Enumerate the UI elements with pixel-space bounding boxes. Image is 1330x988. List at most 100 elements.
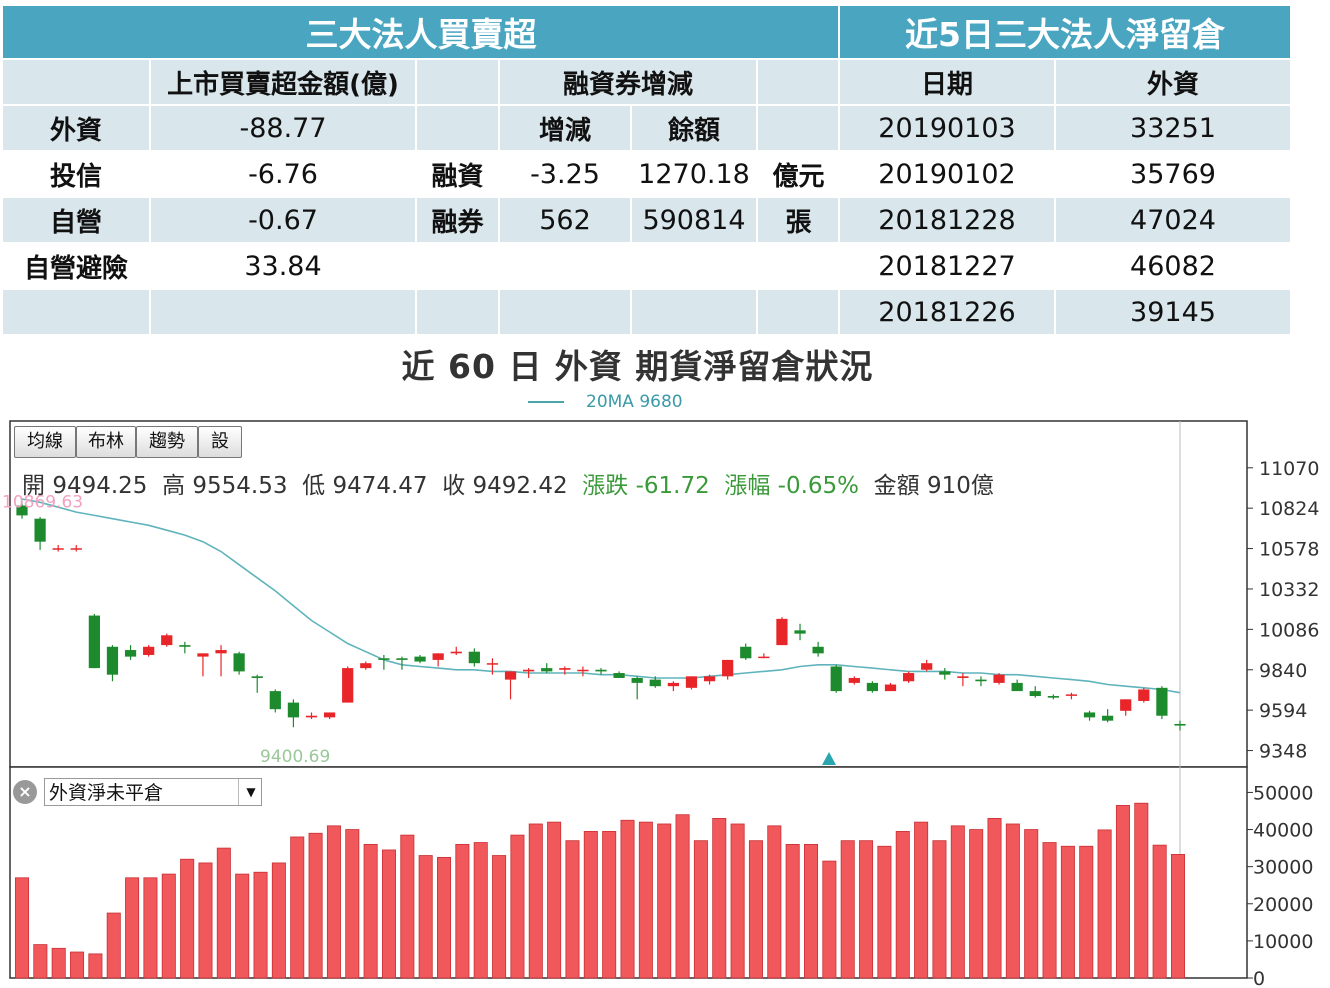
candle-body xyxy=(1120,699,1132,711)
candle-body xyxy=(523,669,535,672)
candle-body xyxy=(649,679,661,687)
indicator-select[interactable]: 外資淨未平倉 xyxy=(44,778,262,806)
open-interest-bar xyxy=(345,829,360,979)
candle-body xyxy=(179,645,191,647)
candle-body xyxy=(957,676,969,678)
candle-body xyxy=(396,658,408,660)
change-label: 漲跌 xyxy=(582,473,629,499)
bar-tick-label: 20000 xyxy=(1253,894,1313,916)
settings-button[interactable]: 設 xyxy=(198,426,242,458)
candle-body xyxy=(1156,687,1168,716)
candle-body xyxy=(233,653,245,672)
candle-body xyxy=(215,650,227,654)
date-cell: 20190103 xyxy=(838,104,1056,152)
bar-tick-label: 50000 xyxy=(1253,782,1313,804)
open-interest-bar xyxy=(895,830,910,979)
open-interest-bar xyxy=(125,877,140,979)
candle-body xyxy=(902,673,915,682)
candle-body xyxy=(685,676,698,688)
candle-body xyxy=(1011,682,1023,692)
open-interest-bar xyxy=(235,873,250,979)
change-subheader: 增減 xyxy=(498,104,632,152)
candle-body xyxy=(52,548,64,550)
open-interest-bar xyxy=(877,845,892,979)
price-chart[interactable]: 11070 10824 10578 10332 10086 9840 9594 9348 108… xyxy=(0,415,1330,988)
open-interest-bar xyxy=(932,840,947,979)
margin-header: 融資券增減 xyxy=(498,58,758,106)
price-tick-label: 10824 xyxy=(1259,498,1319,520)
candle-body xyxy=(1065,694,1078,696)
bar-tick-label: 10000 xyxy=(1253,931,1313,953)
margin-unit: 億元 xyxy=(755,150,842,198)
bollinger-button[interactable]: 布林 xyxy=(76,426,136,458)
margin-balance: 590814 xyxy=(630,196,758,244)
table1-corner xyxy=(1,58,151,106)
low-label: 低 xyxy=(302,473,326,499)
candle-body xyxy=(884,684,897,692)
open-interest-bar xyxy=(712,818,727,979)
value-cell: 35769 xyxy=(1054,150,1292,198)
open-value: 9494.25 xyxy=(52,473,148,499)
bar-tick-label: 40000 xyxy=(1253,820,1313,842)
value-cell: 39145 xyxy=(1054,288,1292,336)
open-interest-bar xyxy=(308,832,323,979)
candle-body xyxy=(541,668,553,672)
candle-body xyxy=(993,674,1005,683)
open-interest-bar xyxy=(198,862,213,979)
price-tick-label: 9348 xyxy=(1259,741,1307,763)
marker-triangle-icon xyxy=(822,752,836,765)
open-interest-bar xyxy=(730,823,745,979)
open-interest-bar xyxy=(363,843,378,979)
margin-balance: 1270.18 xyxy=(630,150,758,198)
candle-body xyxy=(848,677,860,683)
margin-change: 562 xyxy=(498,196,632,244)
open-interest-bar xyxy=(418,855,433,979)
date-cell: 20190102 xyxy=(838,150,1056,198)
price-panel-frame xyxy=(9,420,1248,768)
candle-body xyxy=(667,682,679,687)
open-interest-bar xyxy=(381,849,396,979)
ma-button[interactable]: 均線 xyxy=(14,426,76,458)
open-interest-bar xyxy=(473,842,488,979)
ma-legend-line xyxy=(528,401,564,403)
open-interest-bar xyxy=(693,840,708,979)
date-cell: 20181226 xyxy=(838,288,1056,336)
candle-body xyxy=(323,712,336,718)
open-interest-bar xyxy=(14,877,30,979)
candle-body xyxy=(70,548,82,550)
candle-body xyxy=(1174,723,1186,726)
pct-label: 漲幅 xyxy=(724,473,771,499)
open-interest-bar xyxy=(510,834,525,979)
open-interest-bar xyxy=(547,821,562,979)
open-interest-bar xyxy=(583,830,598,979)
balance-subheader: 餘額 xyxy=(630,104,758,152)
open-interest-bar xyxy=(455,843,470,979)
open-interest-bar xyxy=(950,825,965,979)
amount-header: 上市買賣超金額(億) xyxy=(149,58,417,106)
price-tick-label: 10086 xyxy=(1259,619,1319,641)
candle-body xyxy=(34,518,46,542)
candle-body xyxy=(866,682,879,692)
row-amount: 33.84 xyxy=(149,242,417,290)
open-interest-bar xyxy=(565,840,580,979)
candle-body xyxy=(269,691,281,710)
candle-body xyxy=(251,676,263,678)
candle-body xyxy=(486,663,499,665)
margin-unit: 張 xyxy=(755,196,842,244)
close-value: 9492.42 xyxy=(472,473,568,499)
candle-body xyxy=(921,663,933,670)
open-interest-bar xyxy=(675,814,690,979)
open-interest-bar xyxy=(326,825,341,979)
open-interest-bar xyxy=(1170,854,1186,979)
open-interest-bar xyxy=(1060,845,1075,979)
open-interest-bar xyxy=(804,843,819,979)
chevron-down-icon[interactable]: ▼ xyxy=(238,779,263,805)
trend-button[interactable]: 趨勢 xyxy=(136,426,198,458)
table1-title: 三大法人買賣超 xyxy=(0,4,842,60)
open-label: 開 xyxy=(22,473,45,499)
close-icon[interactable]: × xyxy=(13,780,37,804)
candle-body xyxy=(1083,712,1096,718)
candle-body xyxy=(287,702,300,718)
open-interest-bar xyxy=(143,877,158,979)
candle-body xyxy=(1029,691,1041,697)
